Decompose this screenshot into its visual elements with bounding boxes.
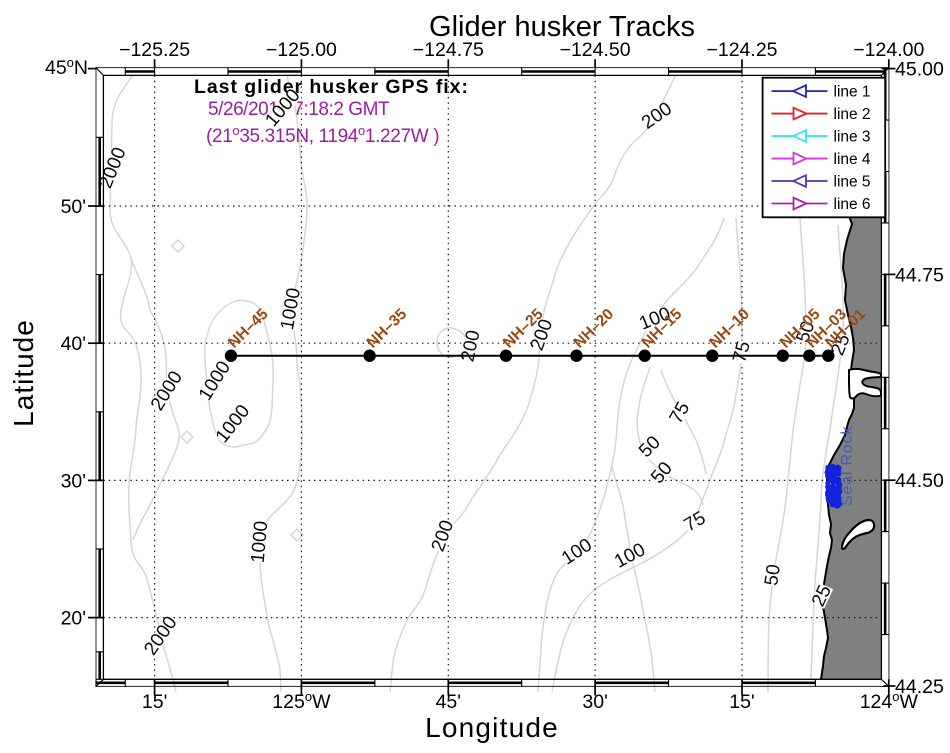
svg-text:−124.00: −124.00 xyxy=(853,39,924,61)
svg-text:−125.25: −125.25 xyxy=(119,39,190,61)
svg-text:line 3: line 3 xyxy=(834,129,871,146)
svg-text:line 2: line 2 xyxy=(834,106,871,123)
svg-text:1000: 1000 xyxy=(248,520,273,564)
svg-text:line 1: line 1 xyxy=(834,84,871,101)
svg-text:−125.00: −125.00 xyxy=(266,39,337,61)
svg-text:−124.50: −124.50 xyxy=(560,39,631,61)
svg-text:30': 30' xyxy=(582,691,607,713)
svg-text:15': 15' xyxy=(142,691,167,713)
svg-text:Latitude: Latitude xyxy=(8,319,39,427)
svg-text:20': 20' xyxy=(61,608,86,630)
svg-text:−124.25: −124.25 xyxy=(706,39,777,61)
svg-text:Glider husker Tracks: Glider husker Tracks xyxy=(429,11,695,43)
svg-text:5/26/2019 7:18:2 GMT: 5/26/2019 7:18:2 GMT xyxy=(208,99,390,120)
svg-text:44.50: 44.50 xyxy=(895,470,944,492)
svg-text:50': 50' xyxy=(61,196,86,218)
svg-text:Last glider husker GPS fix:: Last glider husker GPS fix: xyxy=(194,76,469,98)
svg-text:Longitude: Longitude xyxy=(425,712,559,743)
svg-text:line 4: line 4 xyxy=(834,151,871,168)
svg-text:44.75: 44.75 xyxy=(895,264,944,286)
svg-text:30': 30' xyxy=(61,470,86,492)
svg-text:45': 45' xyxy=(436,691,461,713)
svg-text:45oN: 45oN xyxy=(45,55,88,79)
svg-text:−124.75: −124.75 xyxy=(413,39,484,61)
svg-text:44.25: 44.25 xyxy=(895,676,944,698)
svg-text:(21o35.315N, 1194o1.227W ): (21o35.315N, 1194o1.227W ) xyxy=(206,123,439,147)
svg-text:line 6: line 6 xyxy=(834,196,871,213)
svg-text:40': 40' xyxy=(61,333,86,355)
svg-text:50: 50 xyxy=(761,563,785,587)
svg-text:124oW: 124oW xyxy=(860,689,919,713)
svg-text:45.00: 45.00 xyxy=(895,59,944,81)
svg-text:15': 15' xyxy=(729,691,754,713)
svg-text:125oW: 125oW xyxy=(272,689,331,713)
svg-text:line 5: line 5 xyxy=(834,174,871,191)
svg-text:Seal Rock: Seal Rock xyxy=(839,426,856,506)
